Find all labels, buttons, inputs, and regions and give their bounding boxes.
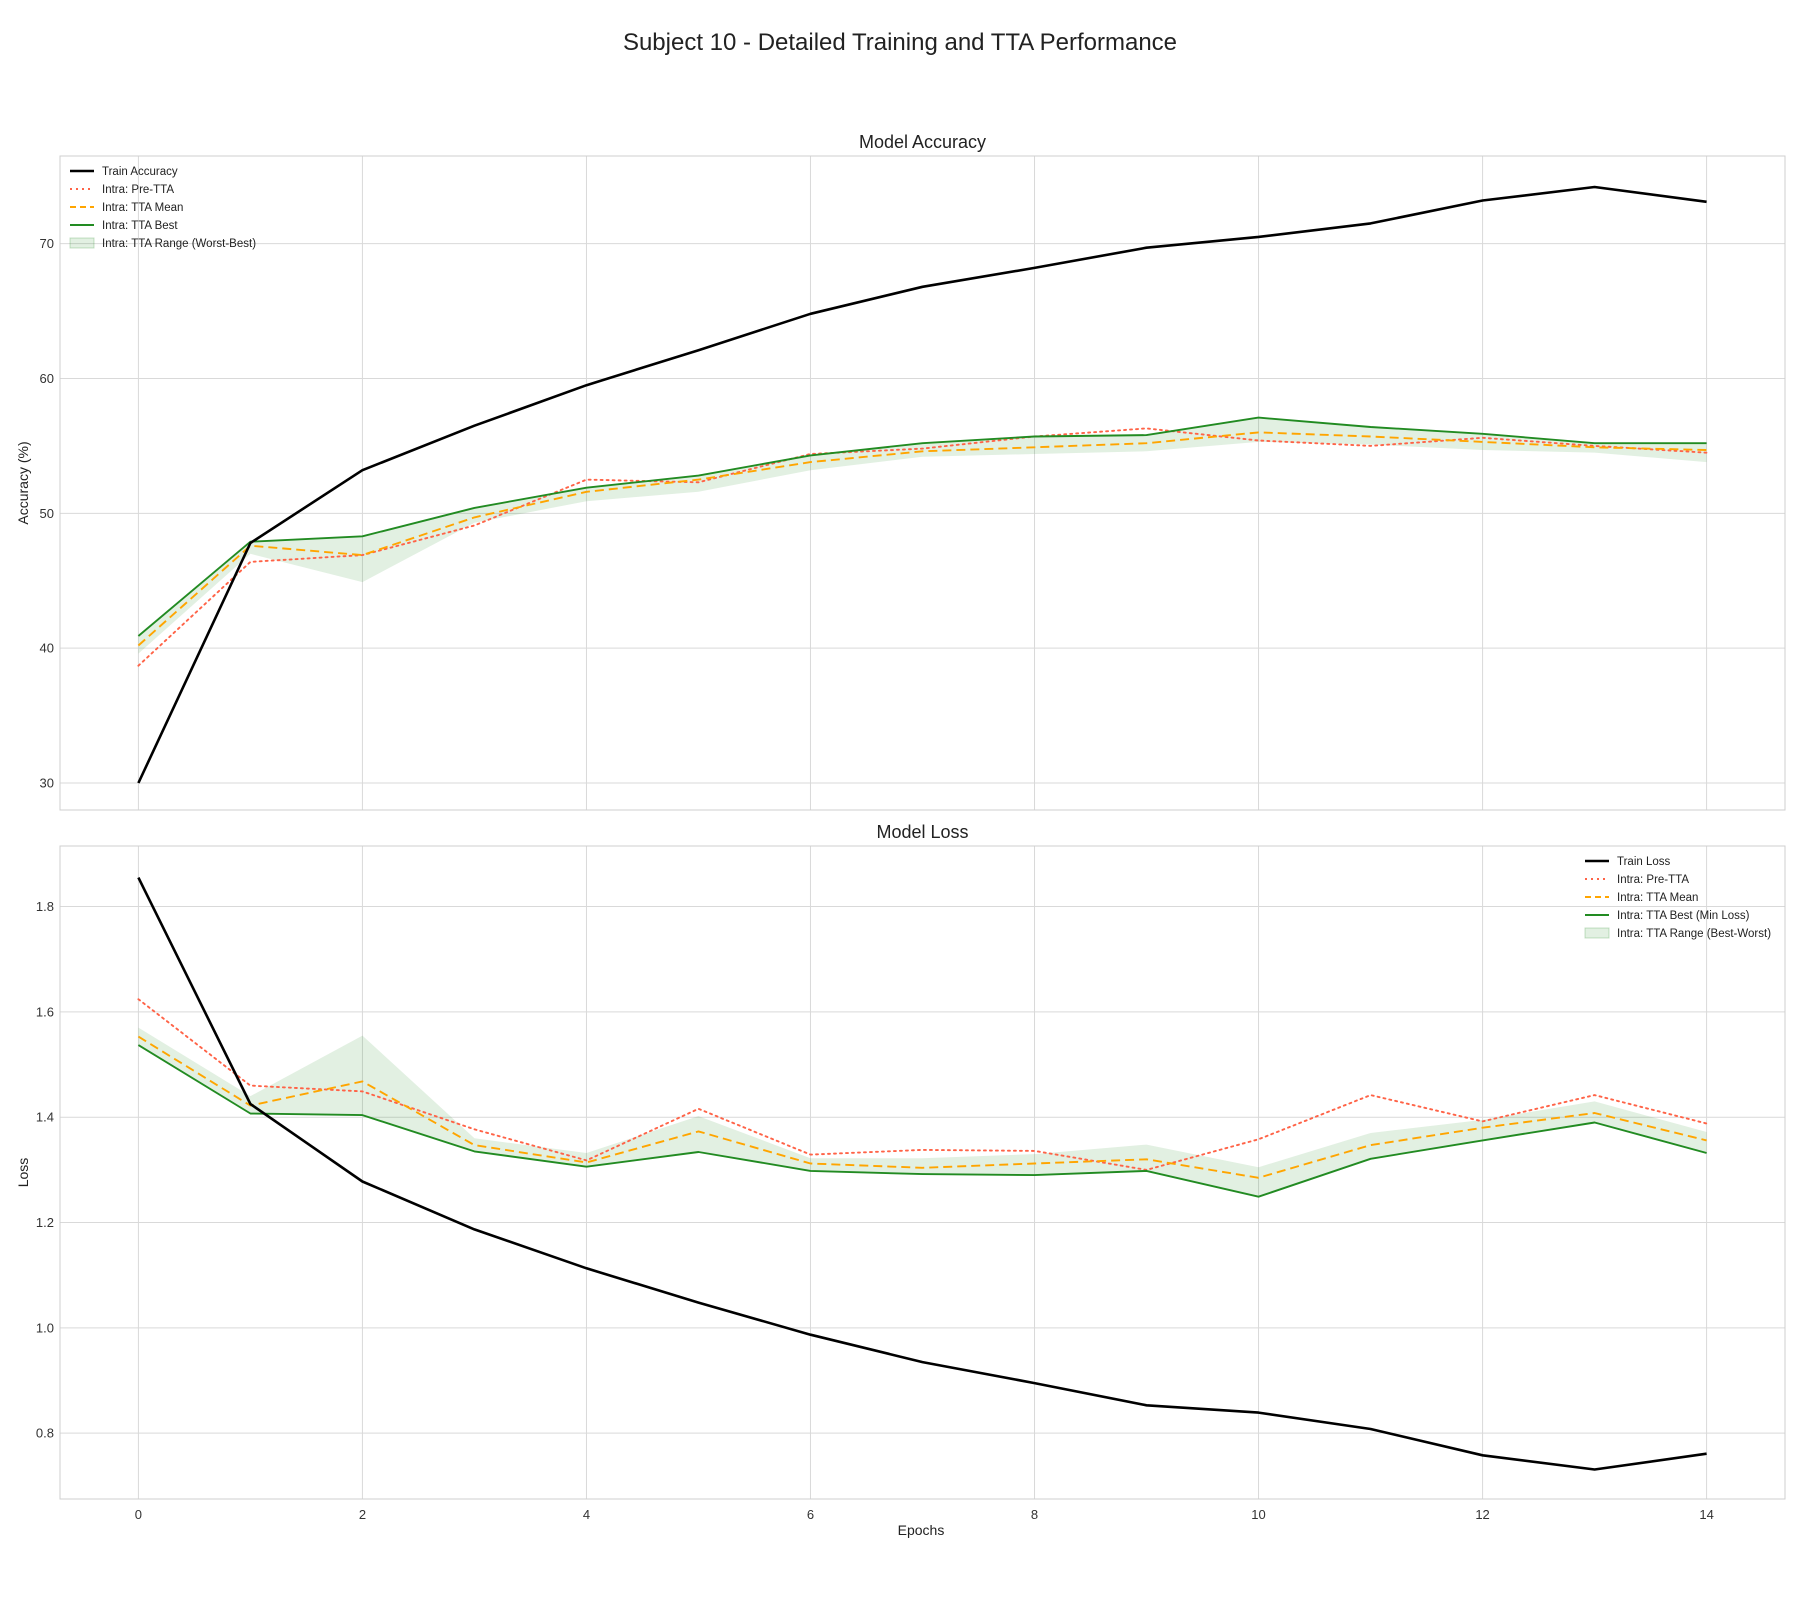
loss-y-axis-label: Loss xyxy=(15,1158,31,1188)
x-tick-label: 2 xyxy=(359,1507,366,1522)
acc-y-tick-label: 30 xyxy=(40,776,54,791)
loss-legend-swatch xyxy=(1584,927,1610,939)
loss-y-tick-label: 1.4 xyxy=(36,1110,54,1125)
loss-plot-frame xyxy=(59,845,1786,1500)
loss-legend-label: Train Loss xyxy=(1617,856,1671,868)
acc-legend-label: Train Accuracy xyxy=(102,166,178,178)
acc-legend-label: Intra: TTA Range (Worst-Best) xyxy=(102,238,256,250)
acc-y-axis-label: Accuracy (%) xyxy=(15,441,31,524)
figure-title: Subject 10 - Detailed Training and TTA P… xyxy=(623,29,1177,56)
acc-grid xyxy=(60,156,1785,810)
loss-series-line-2 xyxy=(137,1035,1707,1179)
acc-legend-label: Intra: TTA Mean xyxy=(102,202,183,214)
x-axis-label: Epochs xyxy=(898,1522,945,1538)
loss-legend-label: Intra: TTA Range (Best-Worst) xyxy=(1617,928,1771,940)
acc-legend: Train Accuracy Intra: Pre-TTA Intra: TTA M… xyxy=(69,166,256,250)
loss-y-tick-label: 1.8 xyxy=(36,899,54,914)
x-tick-label: 8 xyxy=(1031,1507,1038,1522)
acc-series-line-2 xyxy=(137,431,1707,647)
loss-y-tick-label: 0.8 xyxy=(36,1426,54,1441)
acc-y-tick-label: 60 xyxy=(40,371,54,386)
x-tick-label: 0 xyxy=(135,1507,142,1522)
acc-y-tick-label: 70 xyxy=(40,236,54,251)
loss-legend: Train Loss Intra: Pre-TTA Intra: TTA Mean I… xyxy=(1584,856,1771,940)
loss-series-line-0 xyxy=(137,877,1707,1471)
loss-legend-label: Intra: Pre-TTA xyxy=(1617,874,1689,886)
loss-tta-range-band xyxy=(138,1027,1707,1197)
loss-grid xyxy=(60,846,1785,1499)
loss-y-tick-label: 1.6 xyxy=(36,1004,54,1019)
acc-y-tick-label: 40 xyxy=(40,641,54,656)
acc-tta-range-band xyxy=(138,417,1707,654)
acc-legend-swatch xyxy=(69,237,95,249)
acc-legend-label: Intra: TTA Best xyxy=(102,220,178,232)
loss-legend-label: Intra: TTA Best (Min Loss) xyxy=(1617,910,1750,922)
x-tick-label: 6 xyxy=(807,1507,814,1522)
acc-series-line-0 xyxy=(137,185,1707,784)
acc-series-line-3 xyxy=(137,416,1707,637)
loss-panel: Model Loss 0 2 4 6 8 10 12 14 0.8 1.0 1.2 1.4 1.6 1.8 L… xyxy=(15,822,1786,1522)
accuracy-panel: Model Accuracy 30 40 50 60 70 Accuracy (%) Trai… xyxy=(15,132,1786,811)
loss-y-tick-label: 1.0 xyxy=(36,1320,54,1335)
loss-series-line-3 xyxy=(137,1044,1707,1198)
loss-legend-label: Intra: TTA Mean xyxy=(1617,892,1698,904)
x-tick-label: 4 xyxy=(583,1507,590,1522)
x-tick-label: 12 xyxy=(1475,1507,1489,1522)
x-tick-label: 10 xyxy=(1251,1507,1265,1522)
loss-y-tick-label: 1.2 xyxy=(36,1215,54,1230)
acc-legend-label: Intra: Pre-TTA xyxy=(102,184,174,196)
loss-panel-title: Model Loss xyxy=(876,822,968,842)
acc-series-line-1 xyxy=(137,427,1708,667)
acc-panel-title: Model Accuracy xyxy=(859,132,986,152)
acc-y-tick-label: 50 xyxy=(40,506,54,521)
x-tick-label: 14 xyxy=(1699,1507,1713,1522)
acc-plot-frame xyxy=(59,155,1786,811)
